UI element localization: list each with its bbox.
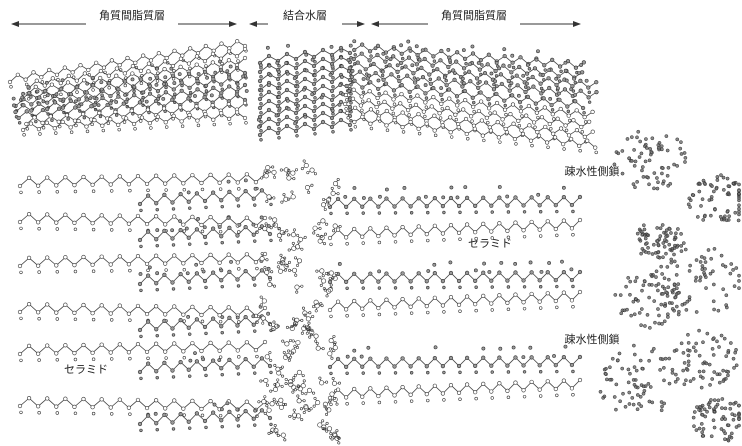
chain-bond [330, 380, 580, 398]
side-chain-atoms [599, 130, 741, 442]
ceramide-label: セラミド [64, 363, 108, 376]
chain-atoms [18, 212, 267, 233]
chain-bond [10, 41, 245, 82]
layer-label: 角質間脂質層 [441, 8, 507, 22]
chain-atoms [258, 49, 352, 78]
chain-atoms [18, 396, 267, 417]
side-chain-label: 疎水性側鎖 [565, 332, 620, 346]
chain-bond [354, 117, 595, 148]
ceramide-label: セラミド [468, 237, 512, 250]
chain-atoms [328, 185, 582, 214]
side-chain-label: 疎水性側鎖 [565, 164, 620, 178]
chain-atoms [18, 302, 267, 323]
chain-atoms [328, 218, 582, 246]
chain-atoms [327, 260, 582, 290]
chain-atoms [258, 65, 352, 96]
chain-bond [330, 197, 580, 207]
water-atoms [257, 160, 341, 444]
chain-atoms [328, 290, 582, 318]
chain-atoms [353, 115, 598, 154]
chain-bond [330, 357, 580, 367]
chain-atoms [258, 44, 352, 69]
chain-atoms [138, 179, 272, 212]
chain-atoms [258, 84, 352, 115]
chain-atoms [138, 216, 272, 248]
chain-bond [330, 220, 580, 238]
layer-label: 角質間脂質層 [99, 8, 165, 22]
chain-atoms [138, 259, 272, 291]
chain-atoms [328, 345, 582, 375]
chain-bond [330, 292, 580, 310]
molecules [8, 39, 740, 444]
figure: 角質間脂質層 結合水層 角質間脂質層 セラミド セラミド 疎水性側鎖 疎水性側鎖 [0, 0, 742, 446]
chain-atoms [138, 305, 272, 338]
layer-label: 結合水層 [283, 8, 327, 22]
chain-atoms [328, 378, 582, 406]
chain-atoms [138, 352, 272, 380]
